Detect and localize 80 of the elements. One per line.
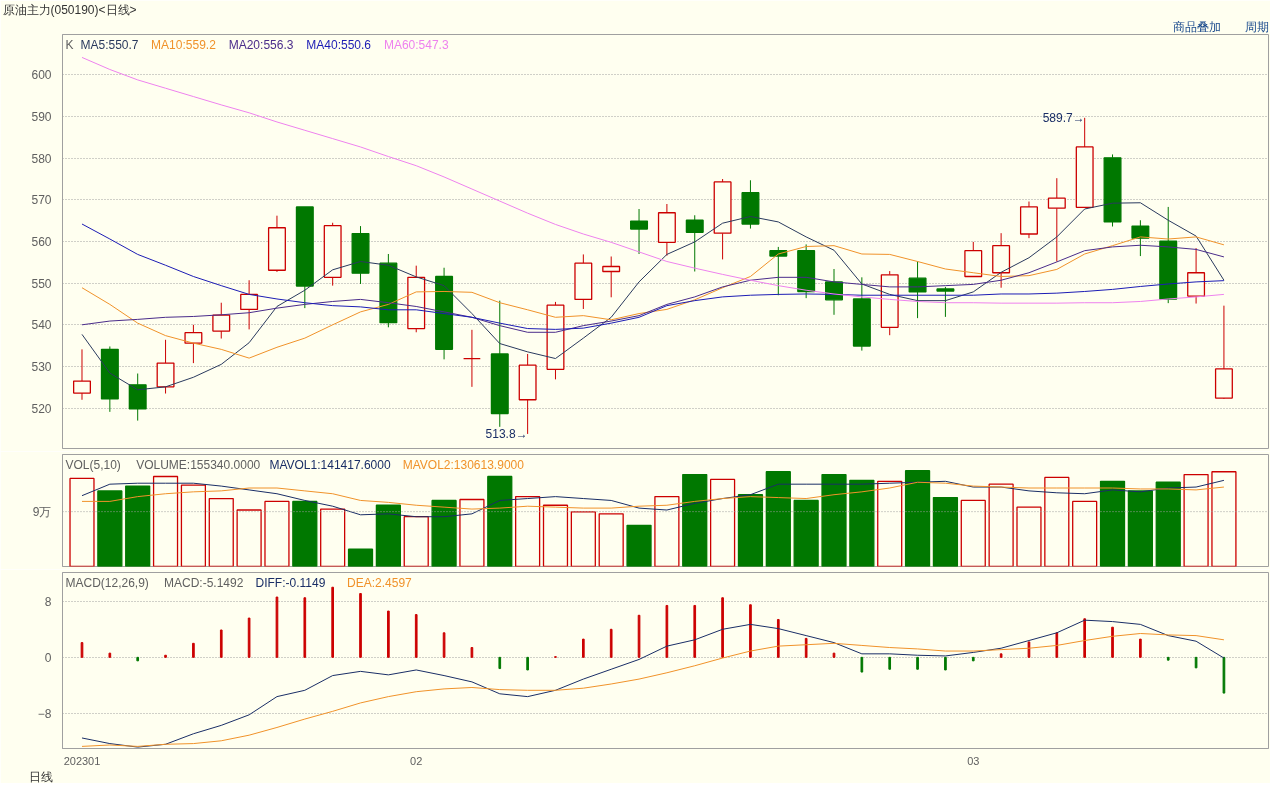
candlestick [685,214,704,272]
ref-line-label: 9万 [32,504,52,519]
text: MAVOL2:130613.9000 [402,457,525,472]
y-tick-label: 580 [31,151,52,166]
y-tick-label: 560 [31,235,52,249]
candlestick [128,373,147,422]
bar [765,471,791,567]
bar [431,499,457,567]
candlestick [212,302,231,340]
bar [347,548,374,567]
text: MA5:550.7 [80,37,139,52]
candlestick [630,208,649,255]
bar [932,496,959,567]
annotation: MACD:-5.1492 [163,575,244,590]
y-tick-label: 540 [31,318,52,333]
candlestick [602,255,621,298]
candlestick [908,260,927,319]
chart-title: VOL(5,10) [65,457,121,472]
bar [1099,480,1126,567]
candlestick [267,215,286,273]
candlestick [240,279,259,330]
bar [292,500,318,567]
text: MA60:547.3 [383,37,449,52]
chart-title: MACD(12,26,9) [65,575,149,590]
bar [125,485,151,567]
candlestick [435,267,454,360]
candlestick [657,203,676,257]
y-tick-label: 530 [31,359,52,374]
bar [793,499,819,567]
candlestick [1047,177,1066,262]
x-axis-title: 日线 [28,769,53,784]
y-tick-label: 600 [31,68,52,83]
bar [487,475,513,567]
line-series [81,56,1225,304]
text: MA40:550.6 [306,37,372,52]
bar [737,494,764,567]
line-series [81,202,1225,391]
x-tick-label: 02 [410,754,423,767]
y-tick-label: 8 [44,594,52,609]
annotation: 513.8→ [485,426,528,441]
annotation: VOLUME:155340.0000 [136,457,261,472]
candlestick [1019,201,1038,239]
candlestick [574,253,593,310]
chart-subtitle: 商品叠加 周期 [1172,20,1269,34]
text: DIFF:-0.1149 [255,575,326,590]
annotation: 589.7→ [1042,110,1085,125]
line-series [81,223,1225,330]
y-tick-label: 550 [31,276,52,291]
candlestick [295,206,314,309]
candlestick [546,301,565,380]
candlestick [72,348,91,401]
bar [821,473,847,567]
text: MA20:556.3 [228,37,294,52]
text: DEA:2.4597 [347,575,413,590]
bar [375,504,401,567]
candlestick [1187,247,1206,305]
y-tick-label: −8 [37,706,52,721]
bar [1127,490,1154,567]
candlestick [490,300,509,428]
candlestick [100,345,119,413]
candlestick [992,232,1011,289]
candlestick [351,225,370,285]
bar [97,490,123,567]
x-tick-label: 03 [967,754,980,767]
y-tick-label: 0 [44,650,52,665]
line-series [81,244,1225,333]
candlestick [462,329,481,388]
annotation: K [65,37,74,52]
y-tick-label: 590 [31,110,52,125]
bar [1155,481,1181,567]
bar [849,479,875,567]
bar [682,473,708,567]
text: MA10:559.2 [151,37,217,52]
chart-title: 原油主力(050190)<日线> [2,3,137,17]
bar [904,470,931,567]
bar [626,524,652,567]
x-tick-label: 202301 [63,754,101,767]
y-tick-label: 570 [31,193,52,208]
series-label: MAVOL1:141417.6000 [269,457,391,472]
y-tick-label: 520 [31,401,52,416]
